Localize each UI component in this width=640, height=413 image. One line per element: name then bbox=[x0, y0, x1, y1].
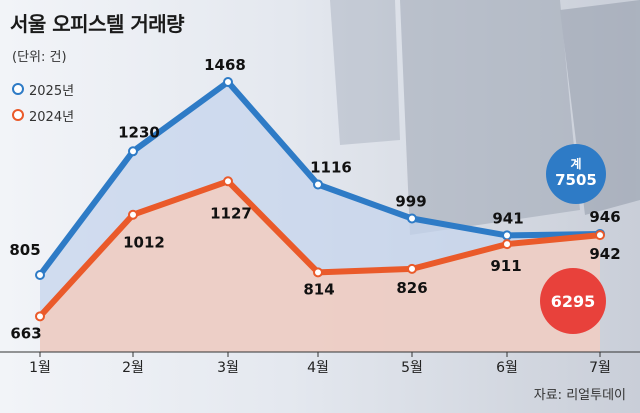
total-badge-2024-value: 6295 bbox=[550, 291, 596, 311]
x-tick-label-3: 3월 bbox=[217, 360, 239, 376]
x-tick-label-5: 5월 bbox=[401, 360, 423, 376]
x-tick-label-4: 4월 bbox=[307, 360, 329, 376]
total-badge-2025-value: 7505 bbox=[555, 171, 597, 190]
legend-item-2024: 2024년 bbox=[12, 102, 74, 128]
data-label-2024-7: 942 bbox=[589, 245, 620, 263]
point-2025-2 bbox=[128, 146, 138, 157]
chart-title: 서울 오피스텔 거래량 bbox=[10, 12, 185, 36]
data-label-2024-3: 1127 bbox=[210, 204, 252, 222]
legend-marker-2025 bbox=[12, 83, 24, 95]
data-label-2024-1: 663 bbox=[10, 324, 41, 342]
point-2024-3 bbox=[223, 176, 233, 187]
point-2025-1 bbox=[35, 270, 45, 280]
point-2024-2 bbox=[128, 209, 138, 220]
point-2024-7 bbox=[595, 230, 605, 241]
data-label-2024-5: 826 bbox=[396, 279, 427, 297]
x-tick-label-7: 7월 bbox=[589, 360, 611, 376]
data-label-2024-2: 1012 bbox=[123, 234, 165, 252]
data-label-2025-3: 1468 bbox=[204, 56, 246, 74]
data-label-2025-7: 946 bbox=[589, 208, 620, 226]
legend: 2025년 2024년 bbox=[12, 76, 74, 128]
area-2024 bbox=[40, 181, 600, 352]
legend-item-2025: 2025년 bbox=[12, 76, 74, 102]
legend-label-2024: 2024년 bbox=[29, 109, 75, 125]
unit-label: (단위: 건) bbox=[12, 50, 67, 65]
point-2025-5 bbox=[407, 213, 417, 224]
x-tick-label-6: 6월 bbox=[496, 360, 518, 376]
data-label-2025-6: 941 bbox=[492, 209, 523, 227]
point-2025-4 bbox=[313, 179, 323, 190]
legend-marker-2024 bbox=[12, 109, 24, 121]
legend-label-2025: 2025년 bbox=[29, 83, 75, 99]
data-label-2024-4: 814 bbox=[303, 280, 334, 298]
building-silhouette bbox=[330, 0, 640, 235]
point-2024-1 bbox=[35, 311, 45, 322]
point-2025-3 bbox=[223, 77, 233, 87]
total-badge-2024: 6295 bbox=[540, 268, 606, 334]
data-label-2025-2: 1230 bbox=[118, 123, 160, 141]
x-tick-label-1: 1월 bbox=[29, 360, 51, 376]
point-2025-6 bbox=[502, 230, 512, 241]
point-2024-4 bbox=[313, 267, 323, 278]
data-label-2025-5: 999 bbox=[395, 193, 426, 211]
data-label-2024-6: 911 bbox=[490, 257, 521, 275]
total-badge-2025-label: 계 bbox=[570, 157, 582, 172]
point-2024-5 bbox=[407, 263, 417, 274]
total-badge-2025: 계 7505 bbox=[546, 144, 606, 204]
point-2024-6 bbox=[502, 239, 512, 250]
data-label-2025-1: 805 bbox=[9, 241, 40, 259]
source-note: 자료: 리얼투데이 bbox=[533, 388, 626, 403]
x-tick-label-2: 2월 bbox=[122, 360, 144, 376]
data-label-2025-4: 1116 bbox=[310, 158, 352, 176]
